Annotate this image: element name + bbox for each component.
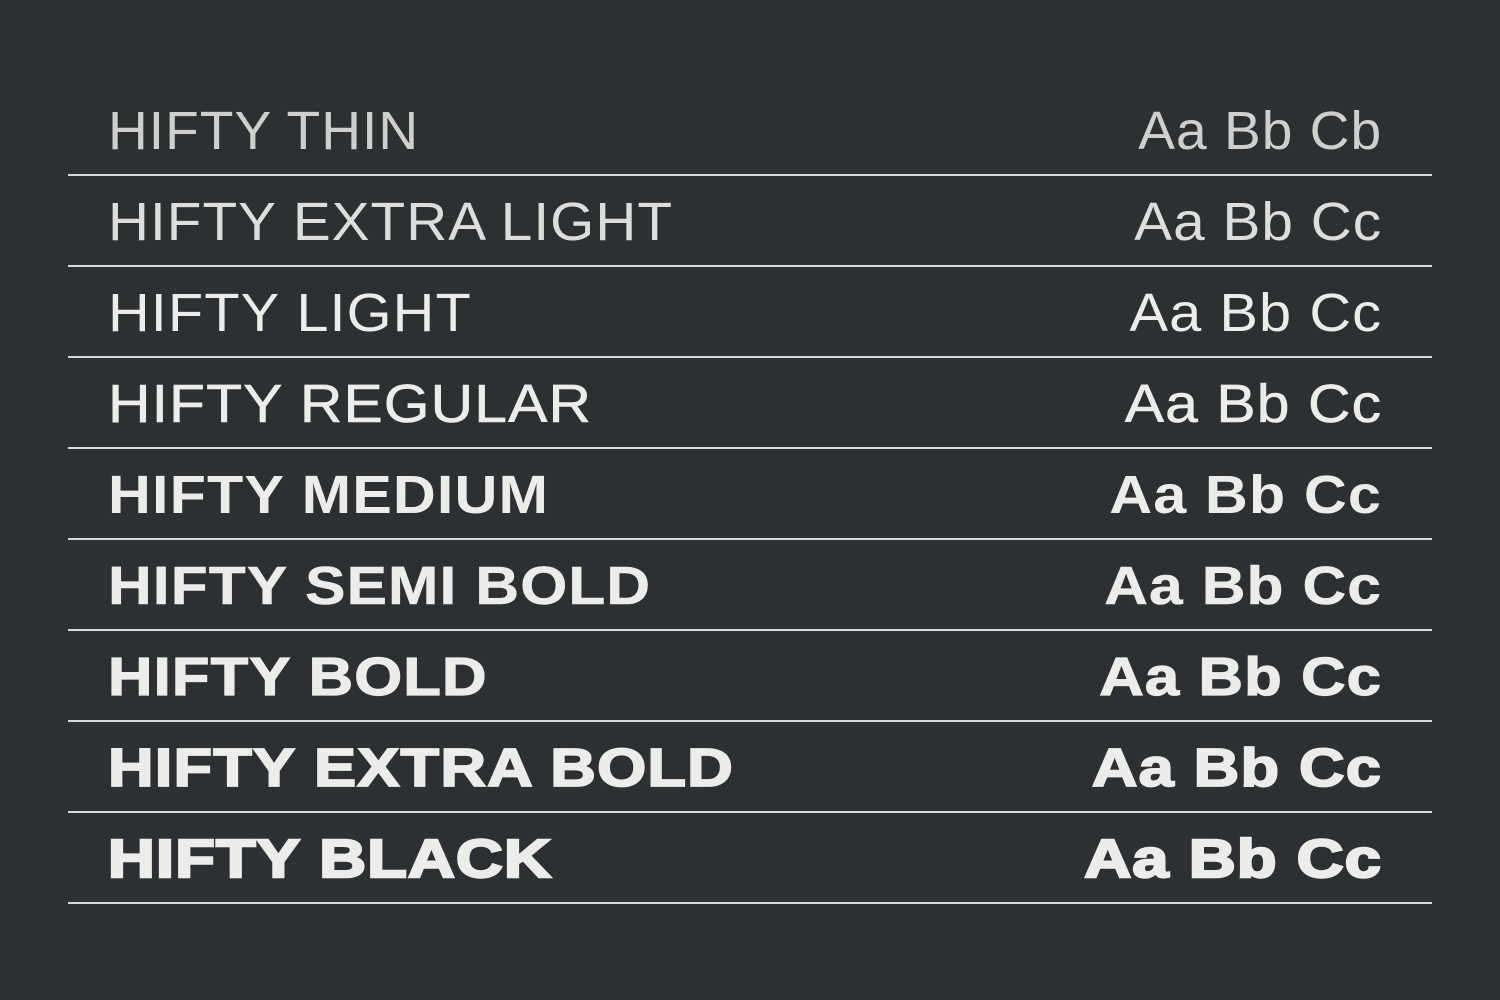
font-row: HIFTY BLACK Aa Bb Cc xyxy=(68,813,1432,904)
font-sample: Aa Bb Cc xyxy=(1134,192,1382,252)
font-weight-name: HIFTY SEMI BOLD xyxy=(108,556,652,617)
font-row: HIFTY REGULAR Aa Bb Cc xyxy=(68,358,1432,449)
font-weight-name: HIFTY MEDIUM xyxy=(108,465,550,525)
font-row: HIFTY EXTRA BOLD Aa Bb Cc xyxy=(68,722,1432,813)
font-weight-name: HIFTY BLACK xyxy=(107,828,553,890)
font-sample: Aa Bb Cc xyxy=(1109,465,1382,525)
font-weight-name: HIFTY BOLD xyxy=(107,646,488,707)
font-weight-list: HIFTY THIN Aa Bb Cb HIFTY EXTRA LIGHT Aa Bb… xyxy=(68,85,1432,904)
font-row: HIFTY EXTRA LIGHT Aa Bb Cc xyxy=(68,176,1432,267)
font-row: HIFTY THIN Aa Bb Cb xyxy=(68,85,1432,176)
font-sample: Aa Bb Cc xyxy=(1099,646,1382,707)
font-weight-name: HIFTY REGULAR xyxy=(108,374,593,435)
font-weight-name: HIFTY THIN xyxy=(108,101,420,161)
font-weight-name: HIFTY EXTRA LIGHT xyxy=(108,192,674,252)
font-weight-name: HIFTY EXTRA BOLD xyxy=(107,737,734,799)
font-sample: Aa Bb Cc xyxy=(1083,828,1382,890)
font-row: HIFTY MEDIUM Aa Bb Cc xyxy=(68,449,1432,540)
font-row: HIFTY BOLD Aa Bb Cc xyxy=(68,631,1432,722)
font-sample: Aa Bb Cc xyxy=(1104,556,1382,617)
font-sample: Aa Bb Cb xyxy=(1138,101,1382,161)
font-weight-name: HIFTY LIGHT xyxy=(108,283,472,343)
font-sample: Aa Bb Cc xyxy=(1124,374,1382,435)
font-sample: Aa Bb Cc xyxy=(1091,737,1382,799)
font-sample: Aa Bb Cc xyxy=(1129,283,1382,343)
font-row: HIFTY LIGHT Aa Bb Cc xyxy=(68,267,1432,358)
font-row: HIFTY SEMI BOLD Aa Bb Cc xyxy=(68,540,1432,631)
